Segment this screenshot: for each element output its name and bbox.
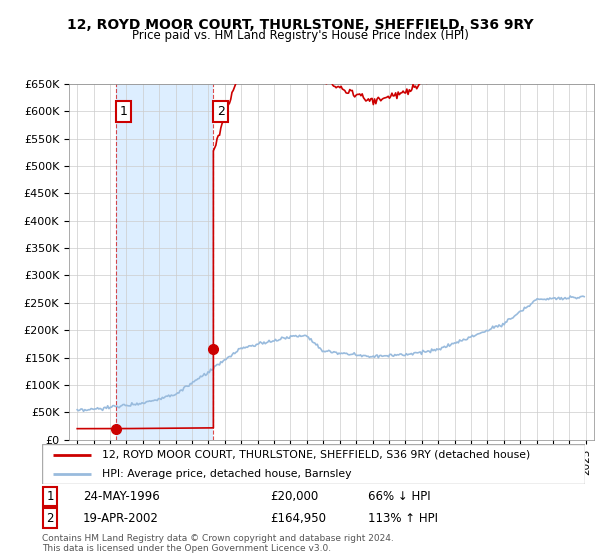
Text: 66% ↓ HPI: 66% ↓ HPI bbox=[368, 490, 430, 503]
Text: 24-MAY-1996: 24-MAY-1996 bbox=[83, 490, 160, 503]
Bar bbox=[116, 84, 214, 440]
Text: 12, ROYD MOOR COURT, THURLSTONE, SHEFFIELD, S36 9RY (detached house): 12, ROYD MOOR COURT, THURLSTONE, SHEFFIE… bbox=[102, 450, 530, 460]
Text: HPI: Average price, detached house, Barnsley: HPI: Average price, detached house, Barn… bbox=[102, 469, 351, 478]
FancyBboxPatch shape bbox=[42, 444, 585, 484]
Text: 1: 1 bbox=[46, 490, 54, 503]
Text: 1: 1 bbox=[119, 105, 127, 118]
Text: 19-APR-2002: 19-APR-2002 bbox=[83, 512, 158, 525]
Text: 2: 2 bbox=[46, 512, 54, 525]
Text: Price paid vs. HM Land Registry's House Price Index (HPI): Price paid vs. HM Land Registry's House … bbox=[131, 29, 469, 42]
Text: Contains HM Land Registry data © Crown copyright and database right 2024.
This d: Contains HM Land Registry data © Crown c… bbox=[42, 534, 394, 553]
Text: £164,950: £164,950 bbox=[270, 512, 326, 525]
Text: 2: 2 bbox=[217, 105, 224, 118]
Text: 113% ↑ HPI: 113% ↑ HPI bbox=[368, 512, 438, 525]
Text: 12, ROYD MOOR COURT, THURLSTONE, SHEFFIELD, S36 9RY: 12, ROYD MOOR COURT, THURLSTONE, SHEFFIE… bbox=[67, 18, 533, 32]
Text: £20,000: £20,000 bbox=[270, 490, 319, 503]
